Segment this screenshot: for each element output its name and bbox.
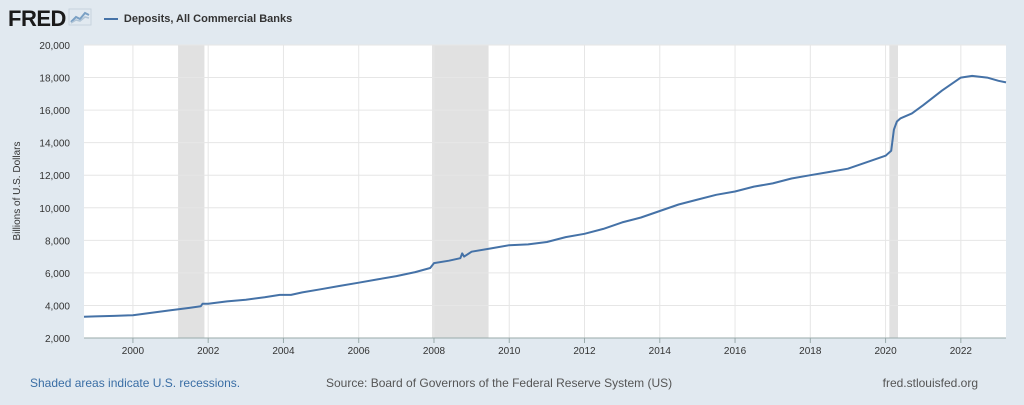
series-line-0[interactable] <box>83 74 1007 318</box>
y-tick-label-6: 14,000 <box>39 139 70 150</box>
x-tick-label-10: 2020 <box>874 346 897 357</box>
y-tick-label-4: 10,000 <box>39 204 70 215</box>
y-axis: 2,000 4,000 6,000 8,000 10,000 12,000 14,000 16… <box>39 41 70 345</box>
x-tick-label-6: 2012 <box>573 346 596 357</box>
y-tick-label-3: 8,000 <box>45 236 70 247</box>
x-tick-label-2: 2004 <box>272 346 295 357</box>
y-tick-label-2: 6,000 <box>45 269 70 280</box>
x-tick-label-9: 2018 <box>799 346 822 357</box>
y-tick-label-7: 16,000 <box>39 106 70 117</box>
x-tick-label-3: 2006 <box>348 346 371 357</box>
logo-text: FRED <box>8 6 66 31</box>
y-tick-label-9: 20,000 <box>39 41 70 52</box>
recession-band-2 <box>889 45 898 338</box>
series-lines <box>83 74 1007 318</box>
chart-area[interactable]: 2,000 4,000 6,000 8,000 10,000 12,000 14,000 16… <box>0 30 1024 370</box>
chart-header: FRED Deposits, All Commercial Banks <box>8 4 292 34</box>
x-axis: 2000 2002 2004 2006 2008 2010 2012 2014 2016 2018… <box>84 337 1006 357</box>
plot-background <box>84 45 1006 338</box>
x-tick-label-5: 2010 <box>498 346 521 357</box>
recession-note[interactable]: Shaded areas indicate U.S. recessions. <box>30 376 241 390</box>
site-link[interactable]: fred.stlouisfed.org <box>882 376 978 390</box>
x-tick-label-0: 2000 <box>122 346 145 357</box>
source-text: Source: Board of Governors of the Federa… <box>326 376 673 390</box>
recession-shading <box>178 45 898 338</box>
fred-logo[interactable]: FRED <box>8 6 92 32</box>
fred-trend-icon <box>68 8 92 31</box>
y-tick-label-5: 12,000 <box>39 171 70 182</box>
x-tick-label-8: 2016 <box>724 346 747 357</box>
recession-band-0 <box>178 45 205 338</box>
x-tick-label-11: 2022 <box>950 346 973 357</box>
y-tick-label-1: 4,000 <box>45 301 70 312</box>
y-tick-label-8: 18,000 <box>39 74 70 85</box>
grid-lines <box>84 44 1006 339</box>
legend-series-label: Deposits, All Commercial Banks <box>123 13 293 25</box>
legend-swatch <box>103 18 118 20</box>
line-chart[interactable]: 2,000 4,000 6,000 8,000 10,000 12,000 14,000 16… <box>0 30 1024 370</box>
chart-legend[interactable]: Deposits, All Commercial Banks <box>103 13 293 25</box>
y-tick-label-0: 2,000 <box>45 334 70 345</box>
chart-footer: Shaded areas indicate U.S. recessions. S… <box>0 370 1024 394</box>
x-tick-label-7: 2014 <box>649 346 672 357</box>
y-axis-label: Billions of U.S. Dollars <box>12 142 23 241</box>
x-tick-label-1: 2002 <box>197 346 220 357</box>
x-tick-label-4: 2008 <box>423 346 446 357</box>
recession-band-1 <box>432 45 489 338</box>
